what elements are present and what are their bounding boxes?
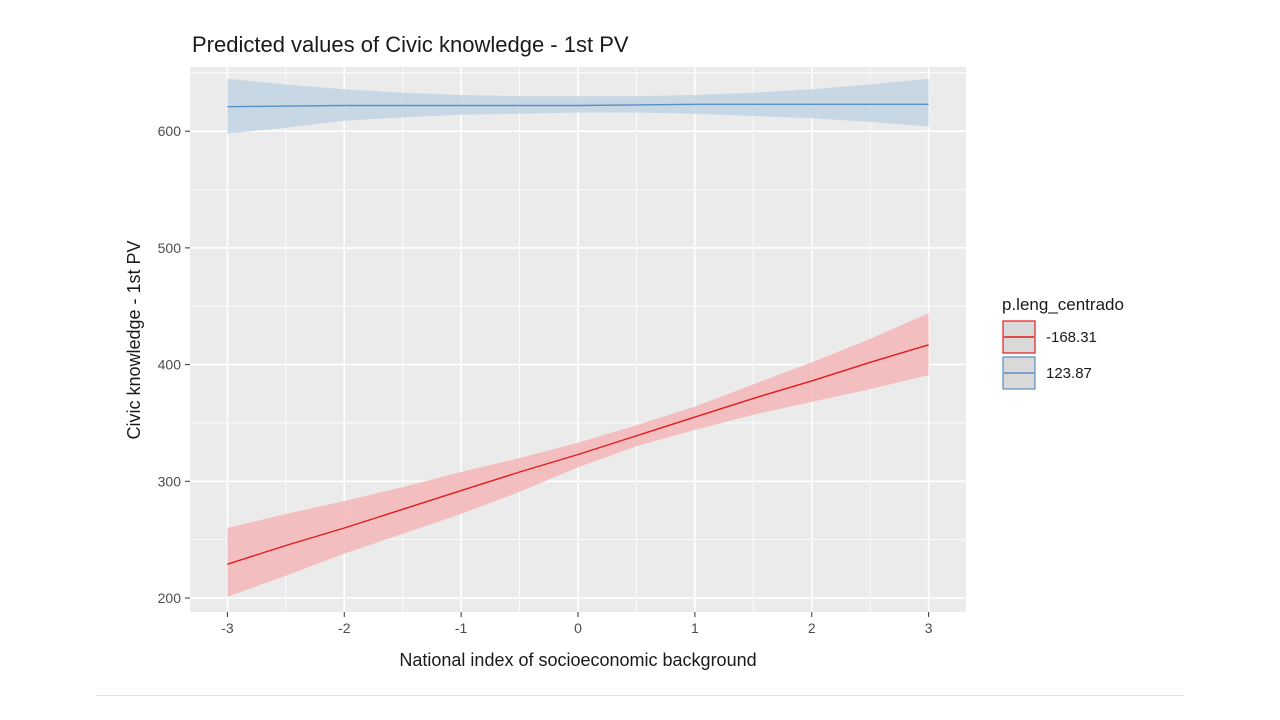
y-tick-label: 300: [158, 473, 182, 489]
legend-title: p.leng_centrado: [1002, 295, 1124, 314]
line-series-1: [227, 344, 929, 565]
y-tick-label: 500: [158, 240, 182, 256]
axis-ticks: -3 -2 -1 0 1 2 3 200 300 400 500 600: [158, 123, 933, 636]
y-tick-label: 200: [158, 590, 182, 606]
legend-label-2: 123.87: [1046, 365, 1092, 382]
x-tick-label: -2: [338, 620, 351, 636]
y-tick-label: 400: [158, 357, 182, 373]
legend: p.leng_centrado -168.31 123.87: [1002, 295, 1124, 390]
x-tick-label: -3: [221, 620, 234, 636]
y-tick-label: 600: [158, 123, 182, 139]
legend-label-1: -168.31: [1046, 329, 1097, 346]
x-tick-label: 2: [808, 620, 816, 636]
x-tick-label: 0: [574, 620, 582, 636]
chart-title: Predicted values of Civic knowledge - 1s…: [192, 32, 629, 57]
y-axis-title: Civic knowledge - 1st PV: [124, 240, 144, 439]
x-axis-title: National index of socioeconomic backgrou…: [399, 650, 756, 670]
bottom-divider: [96, 695, 1184, 696]
x-tick-label: 3: [925, 620, 933, 636]
series-lines: [227, 103, 929, 565]
line-series-2: [227, 103, 929, 108]
grid-major: [190, 67, 966, 612]
x-tick-label: 1: [691, 620, 699, 636]
x-tick-label: -1: [455, 620, 468, 636]
